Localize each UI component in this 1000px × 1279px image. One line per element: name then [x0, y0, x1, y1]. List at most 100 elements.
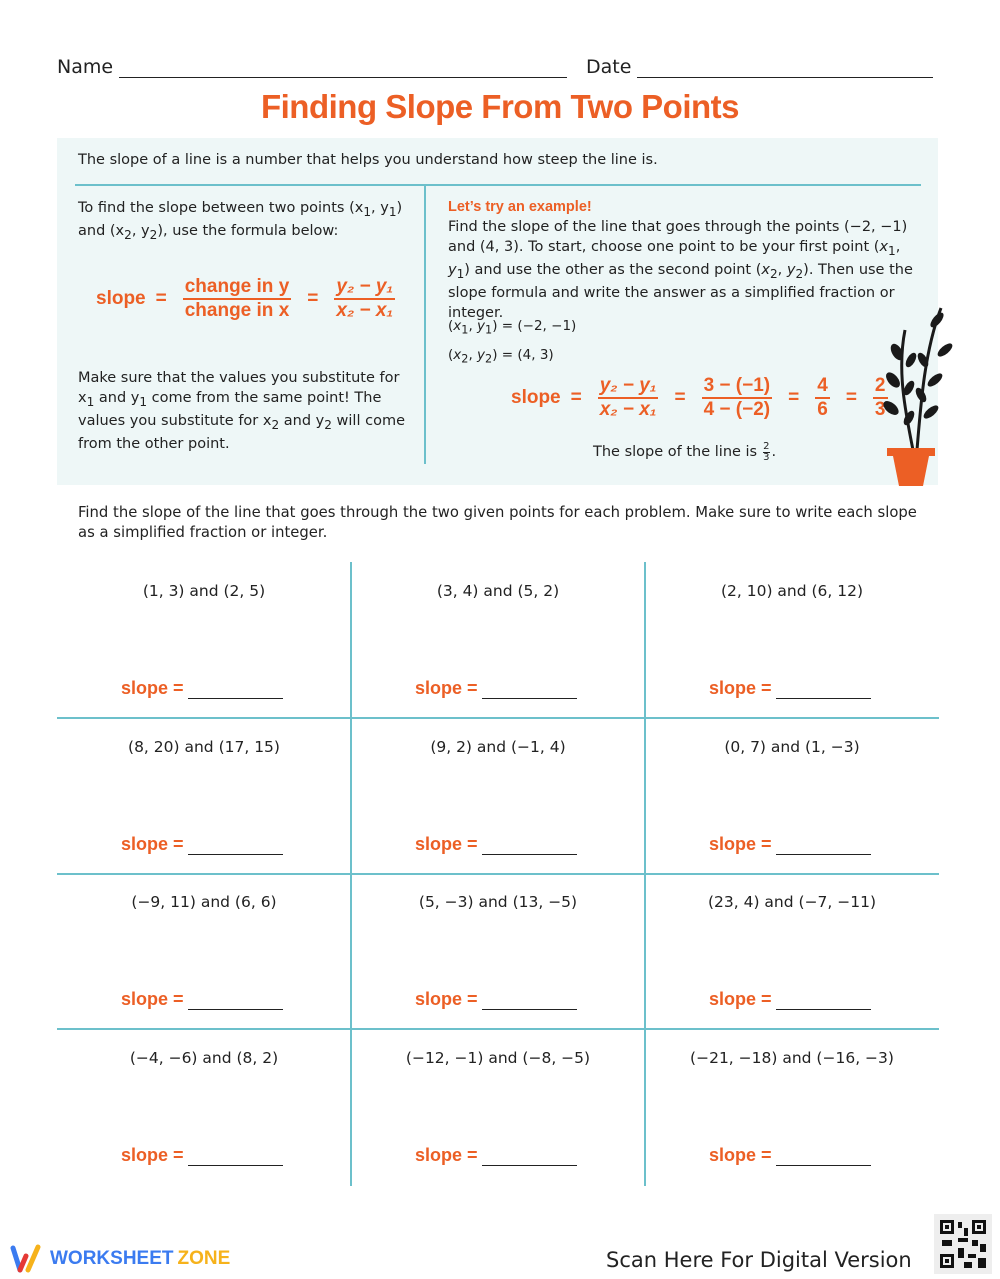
problem-points: (9, 2) and (−1, 4): [430, 737, 566, 756]
numerator: 4: [815, 375, 830, 399]
problem-points: (−12, −1) and (−8, −5): [405, 1048, 591, 1067]
problem-points: (5, −3) and (13, −5): [418, 893, 578, 911]
denominator: 3: [874, 399, 886, 420]
slope-prompt: slope =: [415, 833, 478, 854]
slope-prompt: slope =: [121, 989, 184, 1009]
numerator: 3 − (−1): [701, 375, 773, 399]
problem-cell: (23, 4) and (−7, −11) slope =: [645, 873, 939, 1028]
denominator: x₂ − x₁: [599, 399, 657, 420]
plant-illustration: [883, 307, 953, 486]
slope-prompt: slope =: [121, 678, 184, 698]
slope-label: slope: [96, 288, 146, 309]
slope-answer[interactable]: slope =: [415, 678, 577, 699]
fraction: y₂ − y₁ x₂ − x₁: [597, 375, 659, 421]
answer-line[interactable]: [481, 681, 577, 699]
answer-line[interactable]: [481, 1148, 577, 1166]
problem-points: (3, 4) and (5, 2): [436, 582, 560, 600]
brand-text: ZONE: [177, 1248, 231, 1269]
divider: [75, 184, 921, 186]
problem-points: (23, 4) and (−7, −11): [707, 893, 877, 911]
name-line[interactable]: [119, 58, 568, 78]
denominator: x₂ − x₁: [336, 300, 394, 321]
slope-answer[interactable]: slope =: [121, 1145, 283, 1166]
problem-points: (−9, 11) and (6, 6): [131, 893, 277, 911]
denominator: 6: [817, 399, 828, 420]
conclusion-text: The slope of the line is: [593, 443, 758, 460]
slope-prompt: slope =: [415, 989, 478, 1009]
grid-divider: [57, 1028, 939, 1030]
slope-prompt: slope =: [709, 1144, 772, 1165]
problem-cell: (8, 20) and (17, 15) slope =: [57, 718, 351, 873]
equals: =: [155, 288, 167, 309]
qr-code-icon[interactable]: [934, 1214, 992, 1274]
slope-answer[interactable]: slope =: [709, 678, 871, 699]
answer-line[interactable]: [481, 992, 577, 1010]
denominator: change in x: [184, 300, 290, 321]
explanation-panel: [57, 138, 938, 485]
problem-cell: (3, 4) and (5, 2) slope =: [351, 562, 645, 717]
problem-points: (1, 3) and (2, 5): [142, 582, 266, 600]
slope-prompt: slope =: [709, 833, 772, 854]
date-label: Date: [586, 56, 632, 78]
denominator: 3: [763, 452, 770, 463]
scan-text: Scan Here For Digital Version: [606, 1248, 912, 1272]
slope-prompt: slope =: [709, 989, 772, 1009]
problem-cell: (2, 10) and (6, 12) slope =: [645, 562, 939, 717]
slope-answer[interactable]: slope =: [709, 834, 871, 855]
slope-answer[interactable]: slope =: [415, 834, 577, 855]
problem-cell: (9, 2) and (−1, 4) slope =: [351, 718, 645, 873]
slope-answer[interactable]: slope =: [415, 1145, 577, 1166]
answer-line[interactable]: [187, 992, 283, 1010]
page-title: Finding Slope From Two Points: [260, 88, 740, 125]
problem-cell: (1, 3) and (2, 5) slope =: [57, 562, 351, 717]
equals: =: [307, 288, 319, 309]
slope-answer[interactable]: slope =: [121, 678, 283, 699]
slope-prompt: slope =: [121, 833, 184, 854]
brand-text: WORKSHEET: [50, 1248, 174, 1269]
slope-prompt: slope =: [709, 678, 772, 698]
slope-formula: slope = change in y change in x = y₂ − y₁ x…: [96, 276, 401, 322]
slope-answer[interactable]: slope =: [709, 1145, 871, 1166]
example-text: Find the slope of the line that goes thr…: [448, 219, 913, 321]
answer-line[interactable]: [775, 1148, 871, 1166]
answer-line[interactable]: [187, 837, 283, 855]
answer-line[interactable]: [775, 992, 871, 1010]
fraction: 3 − (−1) 4 − (−2): [701, 375, 773, 421]
problem-points: (8, 20) and (17, 15): [128, 737, 280, 756]
worksheetzone-logo: WORKSHEET ZONE: [10, 1244, 230, 1274]
name-field[interactable]: Name: [57, 56, 568, 78]
slope-label: slope: [511, 387, 561, 408]
divider: [424, 185, 426, 464]
slope-answer[interactable]: slope =: [121, 989, 283, 1010]
problem-cell: (−9, 11) and (6, 6) slope =: [57, 873, 351, 1028]
problem-cell: (−21, −18) and (−16, −3) slope =: [645, 1029, 939, 1184]
name-label: Name: [57, 56, 114, 78]
formula-instruction: To find the slope between two points (x1…: [78, 200, 403, 243]
answer-line[interactable]: [187, 681, 283, 699]
answer-line[interactable]: [481, 837, 577, 855]
numerator: 2: [872, 375, 888, 399]
answer-line[interactable]: [775, 837, 871, 855]
point-2: (x2, y2) = (4, 3): [448, 347, 554, 366]
date-field[interactable]: Date: [586, 56, 934, 78]
slope-answer[interactable]: slope =: [415, 989, 577, 1010]
logo-icon: [10, 1244, 41, 1273]
slope-prompt: slope =: [415, 1144, 478, 1165]
date-line[interactable]: [637, 58, 934, 78]
change-fraction: change in y change in x: [182, 276, 292, 322]
denominator: 4 − (−2): [703, 399, 771, 420]
intro-text: The slope of a line is a number that hel…: [78, 152, 658, 168]
slope-answer[interactable]: slope =: [121, 834, 283, 855]
answer-line[interactable]: [187, 1148, 283, 1166]
point-1: (x1, y1) = (−2, −1): [448, 318, 577, 337]
numerator: y₂ − y₁: [597, 375, 659, 399]
problem-grid: (1, 3) and (2, 5) slope = (3, 4) and (5, …: [57, 562, 939, 1186]
problem-points: (2, 10) and (6, 12): [720, 582, 864, 600]
example-calculation: slope = y₂ − y₁ x₂ − x₁ = 3 − (−1) 4 − (−2) =…: [511, 375, 888, 421]
problem-cell: (−12, −1) and (−8, −5) slope =: [351, 1029, 645, 1184]
answer-line[interactable]: [775, 681, 871, 699]
slope-answer[interactable]: slope =: [709, 989, 871, 1010]
example-heading: Let’s try an example!: [448, 199, 592, 215]
